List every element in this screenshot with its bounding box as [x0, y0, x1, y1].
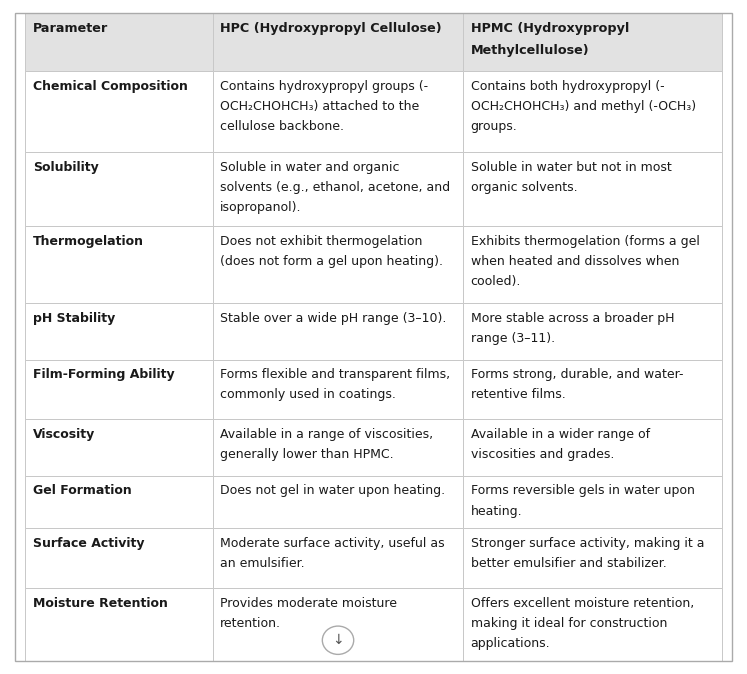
Text: Stable over a wide pH range (3–10).: Stable over a wide pH range (3–10).	[220, 312, 447, 325]
Text: Parameter: Parameter	[33, 22, 108, 35]
Bar	[213, 588, 463, 661]
Text: applications.: applications.	[471, 638, 551, 650]
Text: Available in a range of viscosities,: Available in a range of viscosities,	[220, 428, 433, 441]
Text: Stronger surface activity, making it a: Stronger surface activity, making it a	[471, 537, 704, 550]
Text: Film-Forming Ability: Film-Forming Ability	[33, 368, 175, 381]
Text: cellulose backbone.: cellulose backbone.	[220, 121, 344, 133]
Text: organic solvents.: organic solvents.	[471, 181, 577, 194]
Bar	[213, 71, 463, 152]
Text: Available in a wider range of: Available in a wider range of	[471, 428, 650, 441]
Text: Viscosity: Viscosity	[33, 428, 95, 441]
Bar	[25, 359, 213, 419]
Bar	[463, 303, 722, 359]
Text: solvents (e.g., ethanol, acetone, and: solvents (e.g., ethanol, acetone, and	[220, 181, 450, 194]
Bar	[463, 13, 722, 71]
Text: cooled).: cooled).	[471, 275, 521, 288]
Bar	[463, 71, 722, 152]
Text: Gel Formation: Gel Formation	[33, 485, 131, 497]
Text: More stable across a broader pH: More stable across a broader pH	[471, 312, 674, 325]
Text: HPMC (Hydroxypropyl: HPMC (Hydroxypropyl	[471, 22, 629, 35]
Bar	[213, 476, 463, 528]
Text: Moisture Retention: Moisture Retention	[33, 597, 168, 610]
Text: ↓: ↓	[332, 634, 344, 647]
Text: Contains hydroxypropyl groups (-: Contains hydroxypropyl groups (-	[220, 80, 429, 93]
Text: Offers excellent moisture retention,: Offers excellent moisture retention,	[471, 597, 694, 610]
Text: range (3–11).: range (3–11).	[471, 332, 555, 345]
Bar	[213, 226, 463, 303]
Text: Exhibits thermogelation (forms a gel: Exhibits thermogelation (forms a gel	[471, 235, 699, 247]
Bar	[25, 419, 213, 476]
Text: making it ideal for construction: making it ideal for construction	[471, 617, 667, 630]
Text: when heated and dissolves when: when heated and dissolves when	[471, 255, 679, 268]
Bar	[463, 226, 722, 303]
Text: heating.: heating.	[471, 505, 522, 518]
Text: Methylcellulose): Methylcellulose)	[471, 44, 589, 57]
Text: (does not form a gel upon heating).: (does not form a gel upon heating).	[220, 255, 444, 268]
Text: commonly used in coatings.: commonly used in coatings.	[220, 388, 396, 402]
Bar	[463, 359, 722, 419]
Bar	[25, 476, 213, 528]
Bar	[213, 13, 463, 71]
Bar	[213, 303, 463, 359]
Text: better emulsifier and stabilizer.: better emulsifier and stabilizer.	[471, 557, 666, 570]
Bar	[463, 528, 722, 588]
Text: groups.: groups.	[471, 121, 518, 133]
Bar	[25, 588, 213, 661]
Text: Forms strong, durable, and water-: Forms strong, durable, and water-	[471, 368, 683, 381]
Text: Provides moderate moisture: Provides moderate moisture	[220, 597, 397, 610]
Text: Soluble in water and organic: Soluble in water and organic	[220, 161, 400, 174]
Bar	[213, 359, 463, 419]
Bar	[213, 528, 463, 588]
Text: Forms flexible and transparent films,: Forms flexible and transparent films,	[220, 368, 450, 381]
Text: retention.: retention.	[220, 617, 282, 630]
Text: Solubility: Solubility	[33, 161, 99, 174]
Text: Does not exhibit thermogelation: Does not exhibit thermogelation	[220, 235, 423, 247]
Text: generally lower than HPMC.: generally lower than HPMC.	[220, 448, 394, 461]
Text: Surface Activity: Surface Activity	[33, 537, 144, 550]
Text: Does not gel in water upon heating.: Does not gel in water upon heating.	[220, 485, 445, 497]
Text: Contains both hydroxypropyl (-: Contains both hydroxypropyl (-	[471, 80, 664, 93]
Bar	[213, 419, 463, 476]
Circle shape	[322, 626, 354, 654]
Text: retentive films.: retentive films.	[471, 388, 565, 402]
Bar	[463, 152, 722, 226]
Text: viscosities and grades.: viscosities and grades.	[471, 448, 614, 461]
Text: Chemical Composition: Chemical Composition	[33, 80, 187, 93]
Bar	[25, 152, 213, 226]
Bar	[213, 152, 463, 226]
Bar	[463, 588, 722, 661]
Text: OCH₂CHOHCH₃) attached to the: OCH₂CHOHCH₃) attached to the	[220, 100, 420, 113]
Text: Forms reversible gels in water upon: Forms reversible gels in water upon	[471, 485, 695, 497]
Text: Thermogelation: Thermogelation	[33, 235, 144, 247]
Bar	[25, 226, 213, 303]
Bar	[25, 71, 213, 152]
Text: pH Stability: pH Stability	[33, 312, 115, 325]
Bar	[25, 13, 213, 71]
Bar	[463, 476, 722, 528]
Bar	[25, 528, 213, 588]
Text: HPC (Hydroxypropyl Cellulose): HPC (Hydroxypropyl Cellulose)	[220, 22, 442, 35]
Bar	[463, 419, 722, 476]
Bar	[25, 303, 213, 359]
Text: Soluble in water but not in most: Soluble in water but not in most	[471, 161, 672, 174]
Text: isopropanol).: isopropanol).	[220, 202, 302, 214]
Text: an emulsifier.: an emulsifier.	[220, 557, 305, 570]
Text: Moderate surface activity, useful as: Moderate surface activity, useful as	[220, 537, 445, 550]
Text: OCH₂CHOHCH₃) and methyl (-OCH₃): OCH₂CHOHCH₃) and methyl (-OCH₃)	[471, 100, 695, 113]
